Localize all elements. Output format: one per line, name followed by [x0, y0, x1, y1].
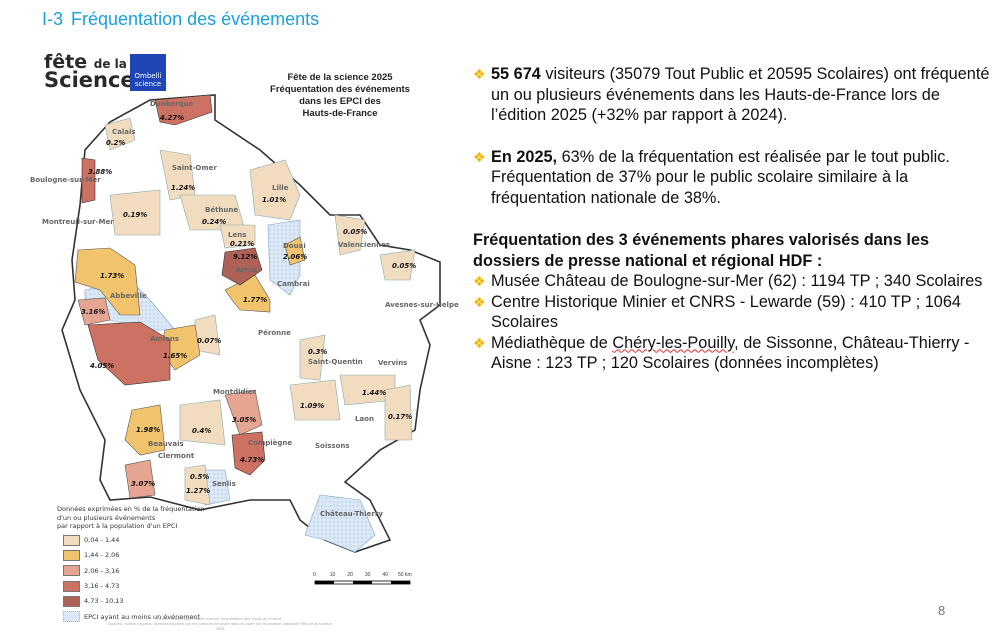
- place-label: Valenciennes: [338, 241, 390, 249]
- place-label: Amiens: [150, 335, 179, 343]
- place-label: Beauvais: [148, 440, 184, 448]
- fete-de-la-science-logo: fête de la Science: [44, 51, 135, 92]
- pct-label: 1.01%: [262, 196, 286, 204]
- class-1-areas: [104, 117, 416, 506]
- bullet-icon: ❖: [473, 66, 486, 82]
- pct-label: 4.05%: [90, 362, 114, 370]
- pct-label: 0.2%: [106, 139, 125, 147]
- pct-label: 0.19%: [123, 211, 147, 219]
- place-label: Péronne: [258, 329, 291, 337]
- paragraph-2025: ❖ En 2025, 63% de la fréquentation est ré…: [473, 147, 950, 207]
- legend-item: 1,44 - 2,06: [63, 550, 204, 562]
- pct-label: 1.44%: [362, 389, 386, 397]
- section-number: I-3: [42, 9, 64, 29]
- place-label: Lille: [272, 184, 289, 192]
- bullet-icon: ❖: [473, 273, 486, 289]
- class-5-areas: [221, 247, 263, 286]
- pct-label: 0.4%: [192, 427, 211, 435]
- map-credit: Carte réalisée par Ombelli science coord…: [107, 616, 333, 631]
- pct-label: 0.17%: [388, 413, 412, 421]
- event-item: ❖ Centre Historique Minier et CNRS - Lewa…: [473, 292, 961, 332]
- pct-label: 9.12%: [233, 253, 257, 261]
- place-labels: Dunkerque Calais Boulogne-sur-Mer Saint-…: [30, 100, 459, 518]
- place-label: Clermont: [158, 452, 195, 460]
- pct-label: 3.05%: [232, 416, 256, 424]
- place-label: Senlis: [212, 480, 236, 488]
- class-2-areas: [74, 236, 306, 456]
- place-label: Dunkerque: [150, 100, 193, 108]
- page-number: 8: [938, 603, 946, 618]
- pct-label: 0.05%: [392, 262, 416, 270]
- place-label: Saint-Omer: [172, 164, 217, 172]
- map-legend: Données exprimées en % de la fréquentati…: [57, 505, 205, 623]
- pct-label: 1.73%: [100, 272, 124, 280]
- legend-item: 3,16 - 4,73: [63, 580, 204, 592]
- event-item: ❖ Médiathèque de Chéry-les-Pouilly, de Si…: [473, 333, 970, 373]
- place-label: Boulogne-sur-Mer: [30, 176, 101, 184]
- paragraph-visitors: ❖ 55 674 visiteurs (35079 Tout Public et …: [473, 65, 990, 124]
- legend-item: EPCI ayant au moins un événement: [63, 611, 204, 623]
- slide-title: I-3 Fréquentation des événements: [42, 9, 327, 30]
- pct-label: 0.5%: [190, 473, 209, 481]
- legend-item: 4,73 - 10,13: [63, 595, 204, 607]
- place-label: Saint-Quentin: [308, 358, 363, 366]
- place-label: Laon: [355, 415, 374, 423]
- legend-title: d'un ou plusieurs événements: [57, 513, 156, 522]
- place-label: Avesnes-sur-Helpe: [385, 301, 459, 309]
- bullet-icon: ❖: [473, 148, 486, 165]
- pct-label: 3.88%: [88, 168, 112, 176]
- pct-label: 1.24%: [171, 184, 195, 192]
- place-label: Douai: [283, 242, 306, 250]
- pct-label: 1.09%: [300, 402, 324, 410]
- place-label: Vervins: [378, 359, 407, 367]
- place-label: Montdidier: [213, 388, 257, 396]
- legend-title: Données exprimées en % de la fréquentati…: [57, 505, 205, 513]
- pct-label: 2.06%: [283, 253, 307, 261]
- legend-title: par rapport à la population d'un EPCI: [57, 522, 178, 530]
- ombelli-science-logo: Ombelli science: [130, 54, 166, 91]
- percentage-labels: 4.27% 0.2% 3.88% 1.24% 1.01% 0.19% 0.24%…: [81, 114, 416, 495]
- pct-label: 1.27%: [186, 487, 210, 495]
- place-label: Abbeville: [110, 292, 147, 300]
- events-heading: Fréquentation des 3 événements phares va…: [473, 231, 930, 270]
- event-item: ❖ Musée Château de Boulogne-sur-Mer (62) …: [473, 272, 983, 290]
- place-label: Béthune: [205, 206, 238, 214]
- pct-label: 0.07%: [197, 337, 221, 345]
- pct-label: 4.27%: [160, 114, 184, 122]
- pct-label: 1.65%: [163, 352, 187, 360]
- title-text: Fréquentation des événements: [71, 9, 320, 29]
- scale-ticks: 0 10 20 30 40 50 km: [313, 572, 412, 578]
- place-label: Lens: [228, 231, 246, 239]
- pct-label: 0.3%: [308, 348, 327, 356]
- content-text: ❖ 55 674 visiteurs (35079 Tout Public et …: [473, 64, 993, 374]
- legend-item: 2,06 - 3,16: [63, 565, 204, 577]
- map-title: Fête de la science 2025 Fréquentation des…: [270, 72, 410, 119]
- place-label: Arras: [236, 266, 257, 274]
- pct-label: 1.77%: [243, 296, 267, 304]
- pct-label: 1.98%: [136, 426, 160, 434]
- place-label: Cambrai: [277, 280, 310, 288]
- place-label: Montreuil-sur-Mer: [42, 218, 114, 226]
- pct-label: 0.24%: [202, 218, 226, 226]
- legend-item: 0,04 - 1,44: [63, 534, 204, 546]
- pct-label: 3.16%: [81, 308, 105, 316]
- pct-label: 0.21%: [230, 240, 254, 248]
- place-label: Compiègne: [248, 439, 292, 447]
- place-label: Calais: [112, 128, 136, 136]
- pct-label: 4.73%: [240, 456, 264, 464]
- class-3-areas: [77, 297, 263, 499]
- epci-map: Dunkerque Calais Boulogne-sur-Mer Saint-…: [30, 94, 459, 585]
- place-label: Château-Thierry: [320, 510, 383, 518]
- scale-bar: [314, 580, 411, 585]
- pct-label: 0.05%: [343, 228, 367, 236]
- class-4-areas: [81, 94, 266, 476]
- pct-label: 3.07%: [131, 480, 155, 488]
- bullet-icon: ❖: [473, 293, 486, 310]
- bullet-icon: ❖: [473, 334, 486, 351]
- place-label: Soissons: [315, 442, 350, 450]
